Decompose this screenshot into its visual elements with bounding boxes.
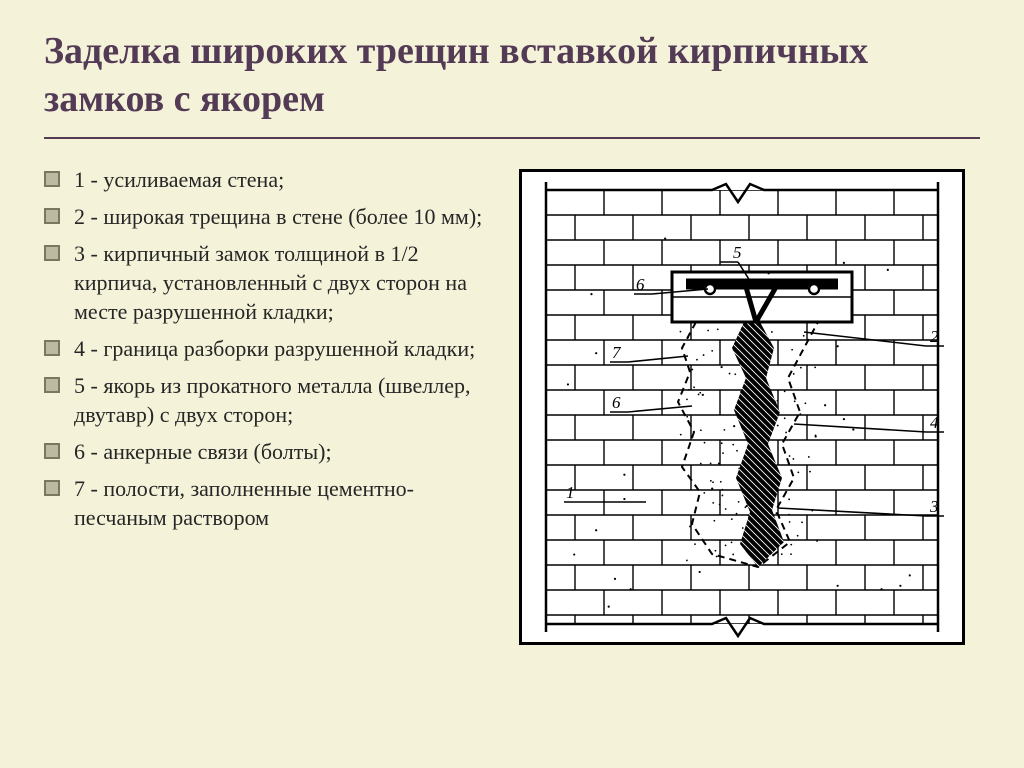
- bullet-icon: [44, 340, 60, 356]
- bullet-text: 1 - усиливаемая стена;: [74, 165, 284, 194]
- bullet-text: 3 - кирпичный замок толщиной в 1/2 кирпи…: [74, 239, 484, 326]
- bullet-icon: [44, 171, 60, 187]
- bullet-item: 4 - граница разборки разрушенной кладки;: [44, 334, 484, 363]
- diagram-svg: 56761243: [522, 172, 962, 642]
- diagram-container: 56761243: [504, 165, 980, 645]
- svg-text:5: 5: [733, 243, 742, 262]
- content-row: 1 - усиливаемая стена; 2 - широкая трещин…: [44, 165, 980, 645]
- svg-text:6: 6: [612, 393, 621, 412]
- bullet-item: 2 - широкая трещина в стене (более 10 мм…: [44, 202, 484, 231]
- bullet-item: 6 - анкерные связи (болты);: [44, 437, 484, 466]
- bullet-item: 5 - якорь из прокатного металла (швеллер…: [44, 371, 484, 429]
- bullet-text: 4 - граница разборки разрушенной кладки;: [74, 334, 475, 363]
- bullet-icon: [44, 480, 60, 496]
- bullet-text: 2 - широкая трещина в стене (более 10 мм…: [74, 202, 482, 231]
- slide: Заделка широких трещин вставкой кирпичны…: [0, 0, 1024, 768]
- bullet-icon: [44, 208, 60, 224]
- bullet-text: 6 - анкерные связи (болты);: [74, 437, 332, 466]
- bullet-item: 1 - усиливаемая стена;: [44, 165, 484, 194]
- diagram-frame: 56761243: [519, 169, 965, 645]
- svg-text:4: 4: [930, 413, 939, 432]
- svg-text:1: 1: [566, 483, 575, 502]
- bullet-text: 7 - полости, заполненные цементно-песчан…: [74, 474, 484, 532]
- bullet-item: 7 - полости, заполненные цементно-песчан…: [44, 474, 484, 532]
- slide-title: Заделка широких трещин вставкой кирпичны…: [44, 28, 980, 139]
- svg-text:6: 6: [636, 275, 645, 294]
- bullet-icon: [44, 377, 60, 393]
- bullet-icon: [44, 443, 60, 459]
- bullet-text: 5 - якорь из прокатного металла (швеллер…: [74, 371, 484, 429]
- svg-text:2: 2: [930, 327, 939, 346]
- bullet-icon: [44, 245, 60, 261]
- bullet-item: 3 - кирпичный замок толщиной в 1/2 кирпи…: [44, 239, 484, 326]
- svg-text:3: 3: [929, 497, 939, 516]
- bullet-list: 1 - усиливаемая стена; 2 - широкая трещин…: [44, 165, 484, 540]
